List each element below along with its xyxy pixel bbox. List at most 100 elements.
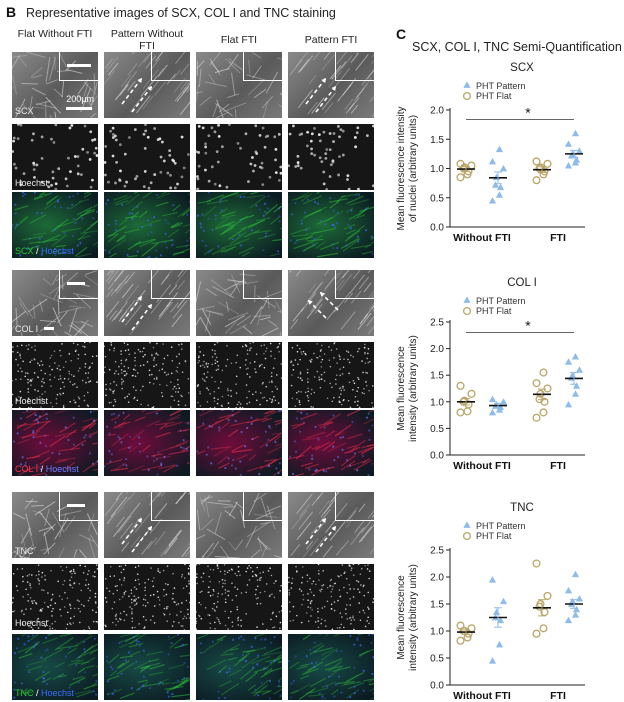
image-col-i-stain-3 xyxy=(196,270,282,336)
chart-tnc-y-tick-label: 2.5 xyxy=(430,546,444,557)
image-scx-hoechst-2 xyxy=(104,124,190,190)
merge-label: TNC / Hoechst xyxy=(15,688,74,698)
scale-bar xyxy=(66,107,92,110)
column-header-flat-fti: Flat FTI xyxy=(220,34,258,46)
chart-tnc-point-flat xyxy=(467,624,476,633)
zoom-inset xyxy=(335,52,374,81)
panel-c-title: SCX, COL I, TNC Semi-Quantification xyxy=(412,40,622,54)
merge-label-hoechst: Hoechst xyxy=(45,464,79,474)
image-col-i-stain-4 xyxy=(288,270,374,336)
chart-col-i-y-axis-label: Mean fluorescenceintensity (arbitrary un… xyxy=(396,335,419,442)
chart-col-i-point-flat xyxy=(539,408,548,417)
chart-tnc-point-pattern xyxy=(488,576,497,583)
chart-tnc-category-label: FTI xyxy=(550,690,566,702)
chart-scx-point-flat xyxy=(456,173,465,182)
chart-scx-point-flat xyxy=(536,163,545,172)
inset-scale-bar xyxy=(67,504,85,507)
chart-tnc-point-flat xyxy=(543,591,552,600)
merge-label-stain: COL I xyxy=(15,464,39,474)
chart-col-i-legend-pattern-label: PHT Pattern xyxy=(476,296,525,306)
chart-scx-point-flat xyxy=(532,157,541,166)
chart-col-i-y-tick-label: 2.0 xyxy=(430,344,444,355)
merge-label-hoechst: Hoechst xyxy=(41,688,75,698)
scale-bar-label: 200µm xyxy=(66,94,94,104)
chart-scx-point-pattern xyxy=(499,164,508,172)
chart-scx-title: SCX xyxy=(510,62,534,74)
chart-col-i-legend-flat-label: PHT Flat xyxy=(476,306,512,316)
hoechst-label: Hoechst xyxy=(15,396,49,406)
chart-tnc-point-pattern xyxy=(488,657,497,664)
image-scx-stain-1: SCX 200µm xyxy=(12,52,98,118)
chart-tnc-legend-pattern-marker xyxy=(463,521,471,528)
zoom-inset xyxy=(59,52,98,81)
chart-scx-point-pattern xyxy=(496,183,505,191)
image-scx-merge-3 xyxy=(196,192,282,258)
chart-scx-point-flat xyxy=(535,164,544,173)
chart-scx-point-flat xyxy=(543,159,552,168)
chart-col-i-category-label: FTI xyxy=(550,460,566,472)
chart-scx-point-pattern xyxy=(488,157,497,165)
image-tnc-hoechst-1: Hoechst xyxy=(12,564,98,630)
chart-col-i-point-pattern xyxy=(488,395,497,403)
hoechst-label: Hoechst xyxy=(15,618,49,628)
chart-scx-legend-flat-marker xyxy=(462,91,472,101)
chart-tnc-y-tick-label: 0.0 xyxy=(430,681,444,692)
merge-label-separator: / xyxy=(33,246,42,256)
chart-scx-point-pattern xyxy=(488,197,497,204)
chart-tnc-point-pattern xyxy=(571,570,580,578)
stain-label: COL I xyxy=(15,324,39,334)
chart-tnc-title: TNC xyxy=(510,502,534,514)
chart-col-i-legend-pattern-marker xyxy=(463,296,471,303)
chart-scx-y-tick-label: 0.5 xyxy=(430,193,444,204)
image-scx-merge-4 xyxy=(288,192,374,258)
orientation-arrows-icon xyxy=(307,291,339,319)
chart-tnc-legend-flat-label: PHT Flat xyxy=(476,531,512,541)
chart-scx-point-pattern xyxy=(575,147,584,154)
chart-tnc-point-flat xyxy=(539,624,548,633)
chart-tnc-point-flat xyxy=(456,636,465,645)
chart-tnc-legend-flat-marker xyxy=(462,531,472,541)
chart-tnc-y-axis-label: Mean fluorescenceintensity (arbitrary un… xyxy=(396,564,419,671)
chart-scx-y-tick-label: 1.5 xyxy=(430,135,444,146)
image-tnc-hoechst-2 xyxy=(104,564,190,630)
chart-col-i-point-flat xyxy=(532,413,541,422)
image-tnc-merge-2 xyxy=(104,634,190,700)
chart-scx-point-flat xyxy=(532,176,541,185)
orientation-arrows-icon xyxy=(305,77,337,113)
scale-bar xyxy=(44,327,54,330)
chart-scx-point-pattern xyxy=(572,156,581,163)
chart-scx-legend-flat-label: PHT Flat xyxy=(476,91,512,101)
chart-col-i-point-pattern xyxy=(575,366,584,373)
chart-col-i-point-flat xyxy=(456,408,465,417)
image-col-i-hoechst-1: Hoechst xyxy=(12,342,98,408)
chart-scx-point-pattern xyxy=(564,161,573,169)
image-scx-stain-3 xyxy=(196,52,282,118)
chart-col-i-legend-flat-marker xyxy=(462,306,472,316)
orientation-arrows-icon xyxy=(121,295,153,331)
image-tnc-merge-1: TNC / Hoechst xyxy=(12,634,98,700)
image-col-i-hoechst-4 xyxy=(288,342,374,408)
chart-tnc-point-pattern xyxy=(571,611,580,618)
chart-col-i-significance-marker: * xyxy=(525,318,531,334)
chart-col-i-y-tick-label: 1.0 xyxy=(430,397,444,408)
image-scx-merge-1: SCX / Hoechst xyxy=(12,192,98,258)
chart-tnc-legend-pattern-label: PHT Pattern xyxy=(476,521,525,531)
image-scx-stain-2 xyxy=(104,52,190,118)
image-scx-hoechst-1: Hoechst xyxy=(12,124,98,190)
chart-scx-category-label: FTI xyxy=(550,232,566,244)
zoom-inset xyxy=(243,492,282,521)
image-col-i-merge-1: COL I / Hoechst xyxy=(12,410,98,476)
chart-scx-legend-pattern-marker xyxy=(463,81,471,88)
chart-scx-point-pattern xyxy=(571,129,580,137)
chart-col-i-point-flat xyxy=(543,384,552,393)
image-tnc-stain-1: TNC xyxy=(12,492,98,558)
orientation-arrows-icon xyxy=(121,77,153,113)
chart-col-i-y-tick-label: 2.5 xyxy=(430,318,444,329)
chart-scx-point-flat xyxy=(467,161,476,170)
hoechst-label: Hoechst xyxy=(15,178,49,188)
chart-tnc-y-tick-label: 2.0 xyxy=(430,573,444,584)
chart-scx-point-pattern xyxy=(564,140,573,147)
chart-tnc-point-pattern xyxy=(496,616,505,624)
image-col-i-hoechst-3 xyxy=(196,342,282,408)
zoom-inset xyxy=(243,270,282,299)
